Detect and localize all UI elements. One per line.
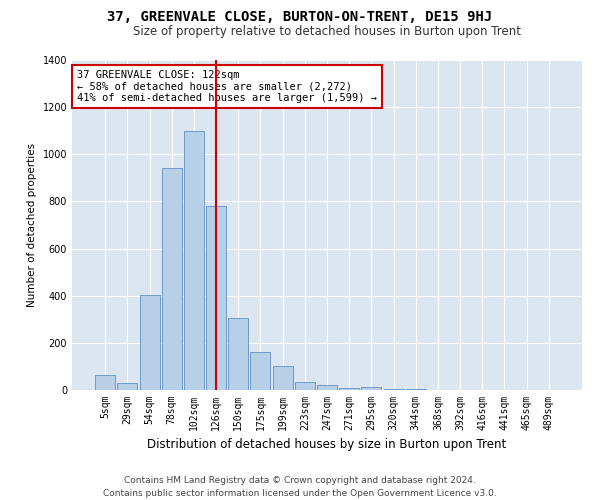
X-axis label: Distribution of detached houses by size in Burton upon Trent: Distribution of detached houses by size … (148, 438, 506, 452)
Text: 37 GREENVALE CLOSE: 122sqm
← 58% of detached houses are smaller (2,272)
41% of s: 37 GREENVALE CLOSE: 122sqm ← 58% of deta… (77, 70, 377, 103)
Bar (383, 389, 404, 390)
Bar (339, 388, 359, 390)
Text: 37, GREENVALE CLOSE, BURTON-ON-TRENT, DE15 9HJ: 37, GREENVALE CLOSE, BURTON-ON-TRENT, DE… (107, 10, 493, 24)
Bar (140, 294, 160, 390)
Bar (118, 384, 137, 390)
Bar (162, 168, 182, 390)
Bar (250, 352, 271, 390)
Bar (295, 382, 315, 390)
Text: Contains HM Land Registry data © Crown copyright and database right 2024.
Contai: Contains HM Land Registry data © Crown c… (103, 476, 497, 498)
Bar (317, 386, 337, 390)
Bar (95, 374, 115, 390)
Bar (361, 387, 382, 390)
Bar (184, 130, 204, 390)
Y-axis label: Number of detached properties: Number of detached properties (27, 143, 37, 307)
Title: Size of property relative to detached houses in Burton upon Trent: Size of property relative to detached ho… (133, 25, 521, 38)
Bar (272, 366, 293, 390)
Bar (228, 318, 248, 390)
Bar (206, 206, 226, 390)
